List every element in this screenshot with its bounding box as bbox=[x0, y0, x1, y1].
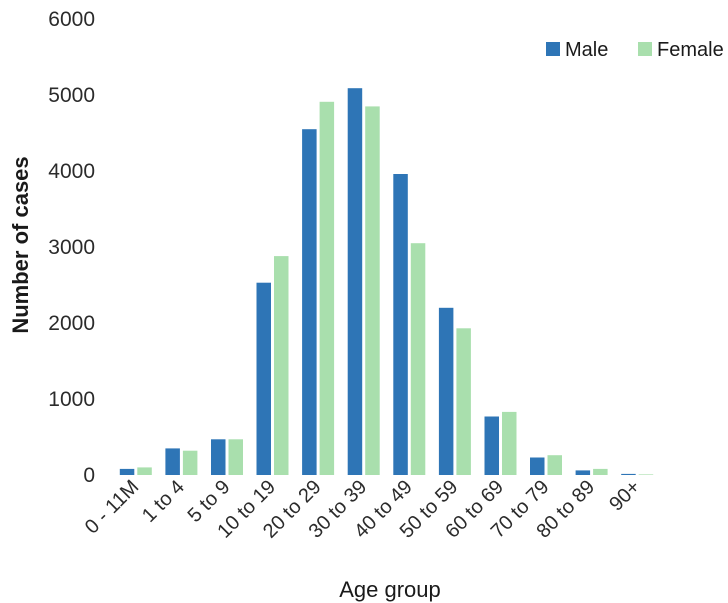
legend-label-female: Female bbox=[657, 39, 724, 61]
bar-male-8 bbox=[484, 416, 499, 475]
bar-female-5 bbox=[365, 106, 380, 476]
bar-female-1 bbox=[182, 450, 198, 475]
y-tick-label: 1000 bbox=[48, 388, 95, 411]
bar-female-0 bbox=[137, 467, 152, 475]
bar-male-7 bbox=[438, 307, 454, 475]
y-tick-label: 3000 bbox=[48, 236, 95, 259]
y-axis-ticks: 0 1000 2000 3000 4000 5000 6000 bbox=[48, 8, 95, 487]
bar-male-10 bbox=[575, 470, 591, 475]
bar-male-3 bbox=[256, 282, 271, 475]
y-tick-label: 5000 bbox=[48, 84, 95, 107]
bar-female-11 bbox=[638, 474, 654, 475]
y-tick-label: 2000 bbox=[48, 312, 95, 335]
bar-female-8 bbox=[502, 411, 517, 475]
bar-female-9 bbox=[547, 455, 562, 475]
x-tick-label: 1 to 4 bbox=[138, 476, 189, 527]
bar-male-4 bbox=[302, 129, 317, 475]
y-tick-label: 6000 bbox=[48, 8, 95, 31]
y-tick-label: 0 bbox=[83, 464, 95, 487]
bar-male-6 bbox=[393, 174, 408, 475]
legend-swatch-male bbox=[546, 42, 560, 56]
legend: Male Female bbox=[546, 39, 724, 61]
bar-male-11 bbox=[621, 473, 636, 475]
y-tick-label: 4000 bbox=[48, 160, 95, 183]
bar-female-6 bbox=[410, 243, 426, 475]
bars bbox=[119, 88, 654, 476]
bar-male-0 bbox=[119, 468, 135, 475]
bar-male-1 bbox=[165, 448, 180, 475]
bar-female-7 bbox=[456, 328, 471, 475]
bar-female-2 bbox=[228, 439, 243, 475]
legend-swatch-female bbox=[638, 42, 652, 56]
bar-female-4 bbox=[319, 101, 335, 476]
bar-male-5 bbox=[347, 88, 363, 475]
bar-male-2 bbox=[211, 439, 226, 475]
x-axis-title: Age group bbox=[339, 577, 441, 602]
x-tick-label: 90+ bbox=[605, 476, 645, 516]
bar-female-3 bbox=[274, 256, 289, 475]
y-axis-title: Number of cases bbox=[8, 156, 33, 333]
legend-label-male: Male bbox=[565, 39, 608, 61]
bar-female-10 bbox=[593, 468, 608, 475]
bar-male-9 bbox=[530, 457, 545, 475]
